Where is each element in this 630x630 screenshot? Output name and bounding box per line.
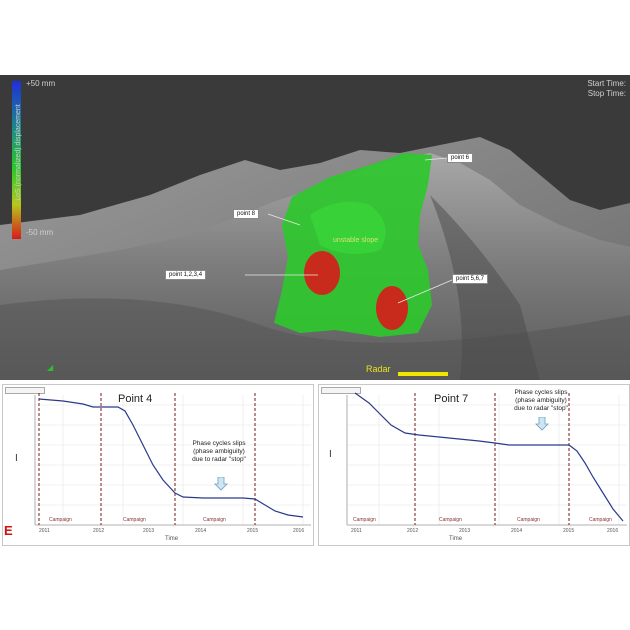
radar-position-bar [398, 372, 448, 376]
scale-min-label: -50 mm [26, 228, 54, 237]
legend-box [321, 387, 361, 394]
point-label: point 8 [233, 209, 260, 219]
campaign-label: Campaign [517, 517, 540, 523]
x-tick: 2015 [563, 528, 575, 534]
x-axis-label: Time [165, 536, 179, 542]
terrain-render [0, 137, 630, 380]
radar-label: Radar [366, 364, 391, 374]
x-axis-label: Time [449, 536, 463, 542]
stop-time-label: Stop Time: [587, 89, 626, 98]
color-scale-bar [12, 81, 21, 239]
start-time-label: Start Time: [587, 79, 626, 88]
campaign-label: Campaign [49, 517, 72, 523]
annotation-note: Phase cycles slips (phase ambiguity) due… [514, 389, 568, 412]
legend-box [5, 387, 45, 394]
down-arrow-icon [214, 477, 228, 491]
campaign-label: Campaign [203, 517, 226, 523]
x-tick: 2012 [407, 528, 419, 534]
campaign-label: Campaign [589, 517, 612, 523]
moving-zone-a [304, 251, 340, 295]
moving-zone-b [376, 286, 408, 330]
panel-title: Point 7 [434, 393, 469, 405]
timeseries-panel-point-7: Point 7 Phase cycles slips (phase ambigu… [318, 384, 630, 546]
panel-title: Point 4 [118, 393, 153, 405]
scale-max-label: +50 mm [26, 79, 56, 88]
point-label: point 1,2,3,4 [165, 270, 207, 280]
x-tick: 2012 [93, 528, 105, 534]
x-tick: 2013 [459, 528, 471, 534]
x-tick: 2013 [143, 528, 155, 534]
x-tick: 2011 [351, 528, 362, 534]
x-tick: 2016 [293, 528, 305, 534]
point-label: point 6 [447, 153, 474, 163]
radar-3d-view: +50 mm -50 mm LoS (normalized) displacem… [0, 75, 630, 380]
x-tick: 2015 [247, 528, 259, 534]
campaign-label: Campaign [353, 517, 376, 523]
point-label: point 5,6,7 [452, 274, 489, 284]
timeseries-panel-point-4: Point 4 Phase cycles slips (phase ambigu… [2, 384, 314, 546]
annotation-note: Phase cycles slips (phase ambiguity) due… [192, 440, 246, 463]
x-tick: 2011 [39, 528, 50, 534]
corner-letter: E [4, 523, 13, 538]
timeseries-plot [346, 392, 627, 526]
down-arrow-icon [535, 417, 549, 431]
scale-title: LoS (normalized) displacement [14, 104, 22, 201]
x-tick: 2014 [195, 528, 207, 534]
slope-label: unstable slope [333, 237, 379, 244]
timeseries-plot [34, 393, 311, 526]
time-info: Start Time: Stop Time: [587, 79, 626, 99]
x-tick: 2016 [607, 528, 619, 534]
campaign-label: Campaign [439, 517, 462, 523]
north-marker-icon: ◢ [47, 363, 54, 372]
x-tick: 2014 [511, 528, 523, 534]
y-axis-label: I [15, 453, 18, 464]
campaign-label: Campaign [123, 517, 146, 523]
y-axis-label: I [329, 449, 332, 460]
